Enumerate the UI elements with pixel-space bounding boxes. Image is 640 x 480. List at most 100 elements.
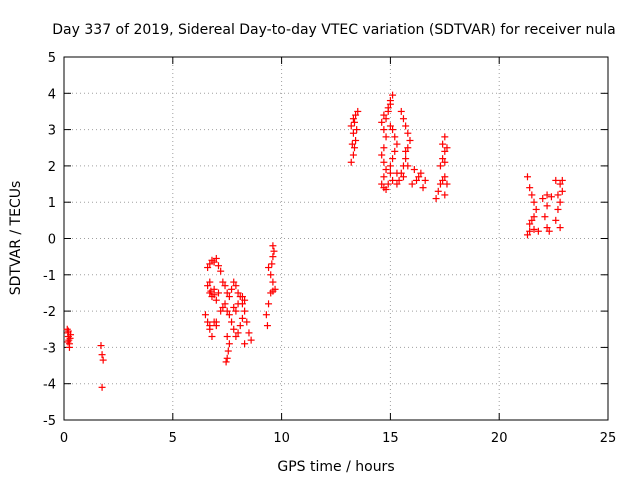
- data-point: [64, 327, 72, 335]
- x-tick-label: 0: [60, 431, 68, 446]
- data-point: [399, 115, 407, 123]
- data-point: [354, 107, 362, 115]
- data-point: [554, 191, 562, 199]
- y-tick-label: -4: [43, 378, 56, 393]
- data-point: [526, 184, 534, 192]
- data-point: [378, 180, 386, 188]
- data-point: [234, 300, 242, 308]
- y-tick-label: 3: [48, 124, 56, 139]
- data-point: [63, 325, 71, 333]
- data-point: [350, 144, 358, 152]
- data-point: [404, 162, 412, 170]
- data-point: [268, 260, 276, 268]
- data-point: [534, 227, 542, 235]
- data-point: [439, 155, 447, 163]
- data-point: [230, 325, 238, 333]
- data-point: [386, 169, 394, 177]
- data-point: [265, 264, 273, 272]
- data-point: [543, 202, 551, 210]
- x-tick-label: 25: [600, 431, 617, 446]
- data-point: [382, 166, 390, 174]
- data-point: [384, 107, 392, 115]
- data-point: [221, 282, 229, 290]
- data-point: [224, 347, 232, 355]
- data-point: [210, 291, 218, 299]
- data-point: [523, 231, 531, 239]
- data-point: [352, 136, 360, 144]
- y-tick-label: 2: [48, 160, 56, 175]
- data-point: [389, 91, 397, 99]
- data-point: [441, 147, 449, 155]
- data-point: [386, 122, 394, 130]
- data-point: [408, 180, 416, 188]
- chart-title: Day 337 of 2019, Sidereal Day-to-day VTE…: [52, 22, 615, 38]
- data-point: [348, 140, 356, 148]
- data-point: [212, 254, 220, 262]
- data-point: [552, 176, 560, 184]
- data-point: [230, 278, 238, 286]
- x-axis-label: GPS time / hours: [277, 459, 394, 475]
- data-point: [434, 187, 442, 195]
- data-point: [241, 296, 249, 304]
- plot-border: [63, 56, 609, 421]
- data-point: [528, 216, 536, 224]
- data-point: [238, 314, 246, 322]
- data-point: [552, 216, 560, 224]
- data-point: [206, 278, 214, 286]
- data-points: [63, 91, 566, 391]
- data-point: [225, 340, 233, 348]
- tick-labels: 0 5 10 15 20 25 -5 -4 -3 -2 -1 0 1 2 3 4 5: [43, 51, 616, 446]
- data-point: [554, 205, 562, 213]
- data-point: [543, 191, 551, 199]
- data-point: [206, 322, 214, 330]
- data-point: [98, 383, 106, 391]
- data-point: [349, 115, 357, 123]
- data-point: [217, 267, 225, 275]
- data-point: [212, 296, 220, 304]
- data-point: [219, 278, 227, 286]
- data-point: [439, 140, 447, 148]
- data-point: [212, 318, 220, 326]
- data-point: [443, 144, 451, 152]
- data-point: [232, 282, 240, 290]
- data-point: [267, 271, 275, 279]
- data-point: [530, 225, 538, 233]
- data-point: [389, 155, 397, 163]
- data-point: [391, 133, 399, 141]
- data-point: [556, 180, 564, 188]
- y-axis-label: SDTVAR / TECUs: [8, 181, 24, 296]
- data-point: [225, 293, 233, 301]
- data-point: [382, 133, 390, 141]
- data-point: [234, 289, 242, 297]
- data-point: [265, 300, 273, 308]
- data-point: [532, 205, 540, 213]
- data-point: [214, 262, 222, 270]
- data-point: [349, 129, 357, 137]
- data-point: [389, 126, 397, 134]
- data-point: [402, 147, 410, 155]
- data-point: [210, 258, 218, 266]
- data-point: [397, 107, 405, 115]
- data-point: [270, 247, 278, 255]
- data-point: [441, 158, 449, 166]
- data-point: [436, 180, 444, 188]
- data-point: [204, 282, 212, 290]
- data-point: [432, 195, 440, 203]
- data-point: [97, 342, 105, 350]
- data-point: [402, 155, 410, 163]
- data-point: [222, 358, 230, 366]
- data-point: [206, 260, 214, 268]
- data-point: [247, 336, 255, 344]
- x-tick-label: 20: [491, 431, 508, 446]
- data-point: [547, 193, 555, 201]
- data-point: [232, 307, 240, 315]
- y-tick-label: 0: [48, 233, 56, 248]
- y-tick-label: -2: [43, 305, 56, 320]
- data-point: [230, 303, 238, 311]
- data-point: [393, 140, 401, 148]
- data-point: [223, 333, 231, 341]
- data-point: [378, 118, 386, 126]
- data-point: [225, 311, 233, 319]
- data-point: [526, 227, 534, 235]
